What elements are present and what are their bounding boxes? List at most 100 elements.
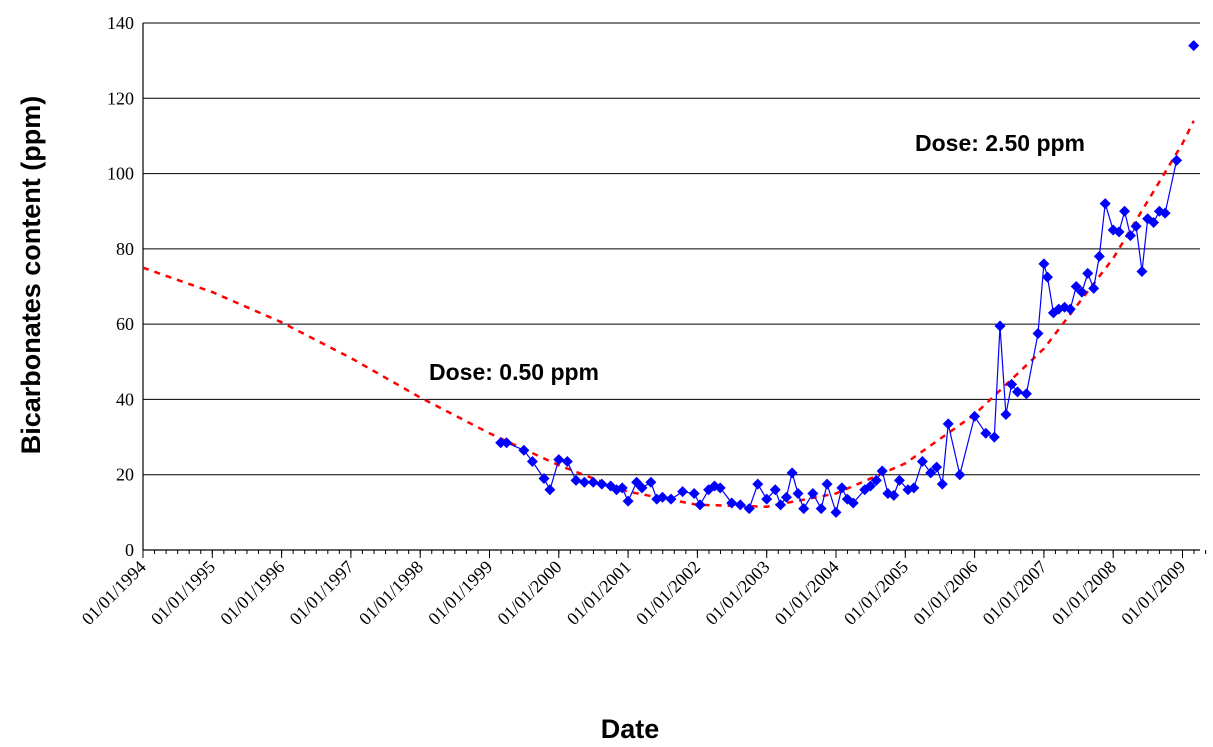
- data-point: [786, 467, 798, 479]
- data-point: [518, 444, 530, 456]
- data-point: [780, 491, 792, 503]
- data-point: [761, 493, 773, 505]
- data-point: [980, 427, 992, 439]
- x-tick-label: 01/01/2005: [840, 557, 912, 629]
- y-tick-label: 100: [107, 164, 134, 184]
- data-point: [578, 476, 590, 488]
- data-point: [1038, 258, 1050, 270]
- data-point: [775, 499, 787, 511]
- data-point: [847, 497, 859, 509]
- data-point: [931, 461, 943, 473]
- y-tick-label: 120: [107, 88, 134, 108]
- data-point: [587, 476, 599, 488]
- x-tick-label: 01/01/1997: [286, 557, 358, 629]
- y-tick-label: 20: [116, 465, 134, 485]
- data-point: [622, 495, 634, 507]
- x-tick-label: 01/01/2008: [1048, 557, 1120, 629]
- data-point: [830, 506, 842, 518]
- gridlines: [143, 22, 1200, 476]
- data-point: [864, 480, 876, 492]
- data-point: [1124, 230, 1136, 242]
- data-point: [645, 476, 657, 488]
- data-point: [743, 503, 755, 515]
- x-tick-label: 01/01/1995: [147, 557, 219, 629]
- data-point: [1042, 271, 1054, 283]
- data-point: [596, 478, 608, 490]
- data-point: [994, 320, 1006, 332]
- x-tick-label: 01/01/1998: [355, 557, 427, 629]
- data-point: [561, 456, 573, 468]
- data-point: [988, 431, 1000, 443]
- data-point: [1012, 386, 1024, 398]
- data-point: [876, 465, 888, 477]
- x-tick-label: 01/01/2007: [979, 557, 1051, 629]
- x-tick-label: 01/01/2006: [909, 557, 981, 629]
- x-tick-label: 01/01/2009: [1117, 557, 1189, 629]
- trend-line: [142, 120, 1195, 508]
- x-tick-label: 01/01/1999: [424, 557, 496, 629]
- data-point: [694, 499, 706, 511]
- data-point: [656, 491, 668, 503]
- data-point: [714, 482, 726, 494]
- y-tick-label: 0: [125, 540, 134, 560]
- data-point: [1006, 378, 1018, 390]
- measured-line: [500, 160, 1178, 515]
- data-point: [936, 478, 948, 490]
- data-point: [969, 410, 981, 422]
- data-point: [1000, 408, 1012, 420]
- data-point: [769, 484, 781, 496]
- data-point: [893, 474, 905, 486]
- data-point: [616, 482, 628, 494]
- data-point: [688, 488, 700, 500]
- data-point: [1032, 328, 1044, 340]
- data-point: [1064, 303, 1076, 315]
- y-tick-label: 140: [107, 13, 134, 33]
- data-point: [908, 482, 920, 494]
- y-tick-label: 80: [116, 239, 134, 259]
- x-tick-label: 01/01/1996: [216, 557, 288, 629]
- data-point: [1188, 40, 1200, 52]
- annotation-low-dose: Dose: 0.50 ppm: [429, 359, 599, 385]
- data-point: [821, 478, 833, 490]
- data-point: [1148, 217, 1160, 229]
- data-point: [1070, 281, 1082, 292]
- data-point: [501, 437, 513, 449]
- trend-series: [142, 120, 1195, 508]
- data-point: [677, 486, 689, 498]
- data-point: [1171, 154, 1183, 166]
- data-point: [815, 503, 827, 515]
- data-point: [942, 418, 954, 430]
- data-point: [1020, 388, 1032, 400]
- data-point: [1093, 250, 1105, 262]
- y-axis-title: Bicarbonates content (ppm): [16, 96, 46, 455]
- data-point: [916, 456, 928, 468]
- data-point: [726, 497, 738, 509]
- x-axis-title: Date: [601, 714, 660, 744]
- measured-series: [495, 40, 1200, 518]
- data-point: [538, 472, 550, 484]
- x-tick-label: 01/01/2004: [771, 557, 843, 629]
- x-tick-label: 01/01/2000: [493, 557, 565, 629]
- data-point: [1099, 198, 1111, 210]
- data-point: [570, 474, 582, 486]
- data-point: [665, 493, 677, 505]
- data-point: [925, 467, 937, 479]
- data-point: [553, 454, 565, 466]
- data-point: [636, 482, 648, 494]
- x-tick-label: 01/01/2002: [632, 557, 704, 629]
- x-tick-label: 01/01/1994: [78, 557, 150, 629]
- data-point: [1159, 207, 1171, 219]
- data-point: [1130, 220, 1142, 232]
- data-point: [752, 478, 764, 490]
- data-point: [495, 437, 507, 449]
- x-axis: 01/01/199401/01/199501/01/199601/01/1997…: [78, 549, 1207, 629]
- x-tick-label: 01/01/2001: [563, 557, 635, 629]
- data-point: [888, 489, 900, 501]
- annotation-high-dose: Dose: 2.50 ppm: [915, 130, 1085, 156]
- y-tick-label: 40: [116, 389, 134, 409]
- data-point: [544, 484, 556, 496]
- data-point: [836, 482, 848, 494]
- data-point: [792, 488, 804, 500]
